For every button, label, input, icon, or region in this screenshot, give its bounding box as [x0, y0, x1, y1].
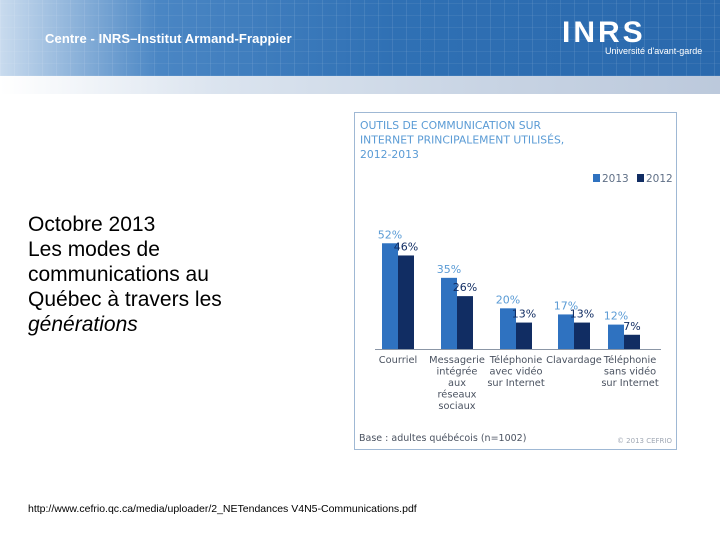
bar-chart: OUTILS DE COMMUNICATION SUR INTERNET PRIN…: [359, 119, 673, 445]
bar-2012: [398, 255, 414, 349]
slide-title-line: générations: [28, 313, 138, 336]
data-label-2013: 20%: [496, 293, 520, 306]
category-label: réseaux: [438, 389, 477, 401]
bar-2012: [457, 296, 473, 349]
legend-swatch: [593, 174, 600, 182]
chart-footnote: Base : adultes québécois (n=1002): [359, 433, 526, 444]
inrs-logo-tagline: Université d'avant-garde: [605, 46, 703, 56]
chart-card: OUTILS DE COMMUNICATION SUR INTERNET PRIN…: [354, 112, 677, 450]
legend-label: 2012: [646, 173, 673, 185]
data-label-2013: 12%: [604, 310, 628, 323]
slide-title-line: Québec à travers les: [28, 288, 222, 311]
bar-2013: [558, 314, 574, 349]
legend-swatch: [637, 174, 644, 182]
category-label: Téléphonie: [489, 354, 542, 366]
category-label: Courriel: [379, 355, 417, 366]
source-link[interactable]: http://www.cefrio.qc.ca/media/uploader/2…: [28, 503, 417, 515]
category-label: Clavardage: [546, 355, 602, 366]
bar-2012: [624, 334, 640, 349]
bar-2013: [608, 324, 624, 349]
category-label: sociaux: [438, 401, 475, 412]
slide-title: Octobre 2013 Les modes de communications…: [28, 212, 318, 337]
header-subbar: [0, 76, 720, 94]
data-label-2012: 46%: [394, 240, 418, 253]
header-banner: Centre - INRS–Institut Armand-Frappier I…: [0, 0, 720, 76]
header-title: Centre - INRS–Institut Armand-Frappier: [45, 31, 292, 46]
banner-pattern: [0, 0, 720, 76]
data-label-2013: 17%: [554, 299, 578, 312]
inrs-logo: INRS: [562, 16, 646, 49]
category-label: sans vidéo: [604, 366, 656, 378]
chart-title-line: OUTILS DE COMMUNICATION SUR: [360, 119, 542, 132]
chart-title-line: 2012-2013: [360, 148, 419, 161]
bar-2012: [574, 322, 590, 349]
category-label: intégrée: [437, 366, 478, 378]
slide-title-line: Les modes de: [28, 238, 160, 261]
category-label: Messagerie: [429, 355, 485, 366]
data-label-2012: 26%: [453, 281, 477, 294]
data-label-2012: 13%: [570, 308, 594, 321]
category-label: aux: [448, 378, 466, 389]
data-label-2013: 35%: [437, 263, 461, 276]
chart-copyright: © 2013 CEFRIO: [617, 437, 673, 445]
bar-2013: [382, 243, 398, 349]
bar-2013: [441, 277, 457, 349]
chart-title-line: INTERNET PRINCIPALEMENT UTILISÉS,: [360, 134, 564, 147]
data-label-2012: 13%: [512, 308, 536, 321]
data-label-2013: 52%: [378, 228, 402, 241]
bar-2012: [516, 322, 532, 349]
category-label: sur Internet: [601, 378, 659, 389]
data-label-2012: 7%: [623, 320, 640, 333]
legend-label: 2013: [602, 173, 629, 185]
slide-title-line: communications au: [28, 263, 209, 286]
slide-title-line: Octobre 2013: [28, 213, 156, 236]
category-label: Téléphonie: [603, 354, 656, 366]
bar-2013: [500, 308, 516, 349]
category-label: sur Internet: [487, 378, 545, 389]
category-label: avec vidéo: [489, 366, 542, 378]
